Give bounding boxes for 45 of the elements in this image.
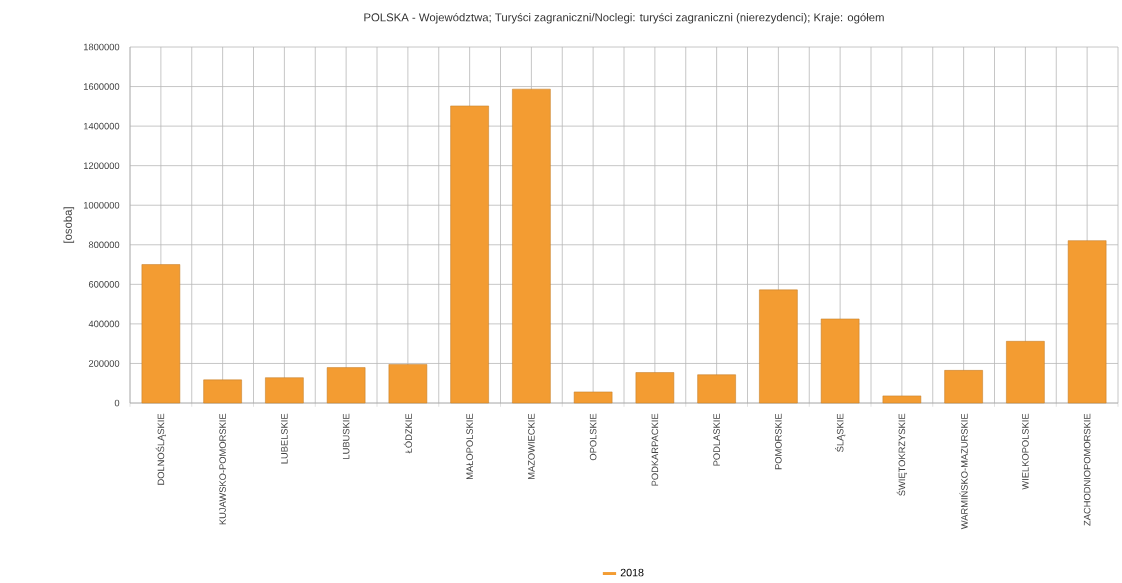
x-tick-label: DOLNOŚLĄSKIE <box>155 413 167 485</box>
x-tick-label: ŚLĄSKIE <box>835 413 846 452</box>
bar <box>388 364 428 404</box>
bar <box>635 372 675 404</box>
y-axis-title: [osoba] <box>63 207 75 243</box>
bar <box>203 379 242 404</box>
legend-label: 2018 <box>620 568 644 577</box>
y-tick-label: 1000000 <box>83 201 120 209</box>
bar <box>759 289 798 404</box>
x-tick-label: WARMIŃSKO-MAZURSKIE <box>959 413 968 530</box>
y-tick-label: 1400000 <box>83 122 120 130</box>
bar <box>944 370 983 404</box>
bar <box>265 377 304 404</box>
x-tick-label: PODKARPACKIE <box>651 413 659 486</box>
x-tick-label: KUJAWSKO-POMORSKIE <box>219 413 226 525</box>
bar <box>326 367 366 404</box>
bar <box>1067 240 1107 404</box>
x-tick-label: WIELKOPOLSKIE <box>1022 413 1029 490</box>
y-tick-label: 0 <box>114 399 120 407</box>
x-tick-label: PODLASKIE <box>713 413 720 466</box>
bar <box>882 395 922 404</box>
y-tick-label: 200000 <box>88 360 120 367</box>
y-tick-label: 1200000 <box>83 162 120 169</box>
x-tick-label: ZACHODNIOPOMORSKIE <box>1083 413 1091 526</box>
x-tick-label: LUBUSKIE <box>342 413 350 459</box>
y-tick-label: 800000 <box>88 241 120 249</box>
bar <box>573 391 613 404</box>
y-tick-label: 1800000 <box>83 43 120 51</box>
x-tick-label: ŁÓDZKIE <box>403 413 412 454</box>
x-tick-label: ŚWIĘTOKRZYSKIE <box>896 413 908 496</box>
x-tick-label: MAŁOPOLSKIE <box>466 413 473 480</box>
x-tick-label: MAZOWIECKIE <box>528 413 535 479</box>
x-tick-label: LUBELSKIE <box>281 413 288 464</box>
bar <box>512 88 551 404</box>
bar <box>450 105 489 404</box>
bar <box>141 264 181 404</box>
bar <box>1006 341 1045 404</box>
x-tick-label: OPOLSKIE <box>589 413 597 461</box>
chart-title: POLSKA - Województwa; Turyści zagraniczni/Noclegi: turyści zagraniczni (nierezydenci); Kraje: ogółem <box>364 12 884 24</box>
y-tick-label: 400000 <box>88 320 120 328</box>
bar <box>820 318 860 404</box>
y-tick-label: 600000 <box>88 281 120 288</box>
x-tick-label: POMORSKIE <box>775 413 782 470</box>
y-tick-label: 1600000 <box>83 83 120 90</box>
bar <box>697 374 736 404</box>
